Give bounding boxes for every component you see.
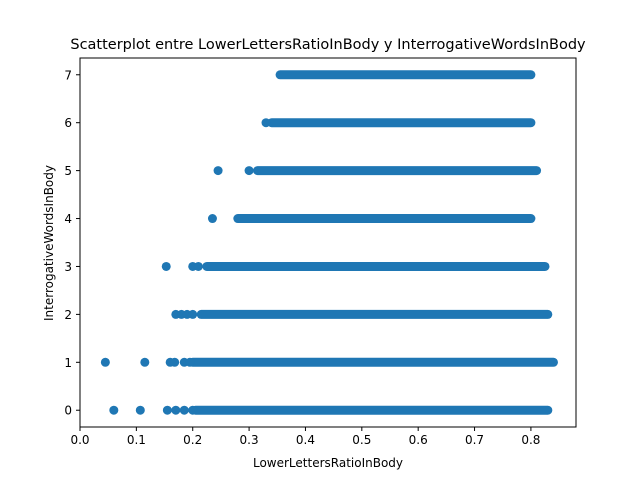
x-tick-label: 0.5 [352, 433, 371, 447]
data-point [170, 357, 180, 367]
x-tick-label: 0.7 [465, 433, 484, 447]
data-point [140, 357, 150, 367]
data-point [109, 405, 119, 415]
x-tick-label: 0.1 [127, 433, 146, 447]
y-tick-label: 1 [64, 356, 72, 370]
points-layer [100, 70, 558, 415]
x-tick-label: 0.2 [183, 433, 202, 447]
y-tick-label: 4 [64, 212, 72, 226]
y-tick-label: 3 [64, 260, 72, 274]
x-tick-label: 0.0 [70, 433, 89, 447]
y-tick-label: 0 [64, 404, 72, 418]
data-point [193, 261, 203, 271]
y-tick-label: 5 [64, 164, 72, 178]
x-tick-label: 0.8 [521, 433, 540, 447]
y-tick-label: 6 [64, 116, 72, 130]
data-point [100, 357, 110, 367]
x-tick-label: 0.4 [296, 433, 315, 447]
y-axis: 0 1 2 3 4 5 6 7 [64, 68, 80, 418]
data-point [261, 118, 271, 128]
x-tick-label: 0.6 [409, 433, 428, 447]
data-point [188, 405, 198, 415]
data-point [161, 261, 171, 271]
data-point [171, 405, 181, 415]
y-axis-label: InterrogativeWordsInBody [42, 165, 56, 321]
data-point [244, 166, 254, 176]
chart-title: Scatterplot entre LowerLettersRatioInBod… [70, 37, 586, 53]
data-point [135, 405, 145, 415]
data-point [213, 166, 223, 176]
data-point [207, 214, 217, 224]
y-tick-label: 2 [64, 308, 72, 322]
data-point [188, 309, 198, 319]
data-point [179, 405, 189, 415]
x-axis: 0.0 0.1 0.2 0.3 0.4 0.5 0.6 0.7 0.8 [70, 427, 540, 447]
x-tick-label: 0.3 [240, 433, 259, 447]
x-axis-label: LowerLettersRatioInBody [253, 456, 403, 470]
plot-frame [79, 57, 577, 428]
y-tick-label: 7 [64, 68, 72, 82]
data-point [162, 405, 172, 415]
data-point [185, 357, 195, 367]
